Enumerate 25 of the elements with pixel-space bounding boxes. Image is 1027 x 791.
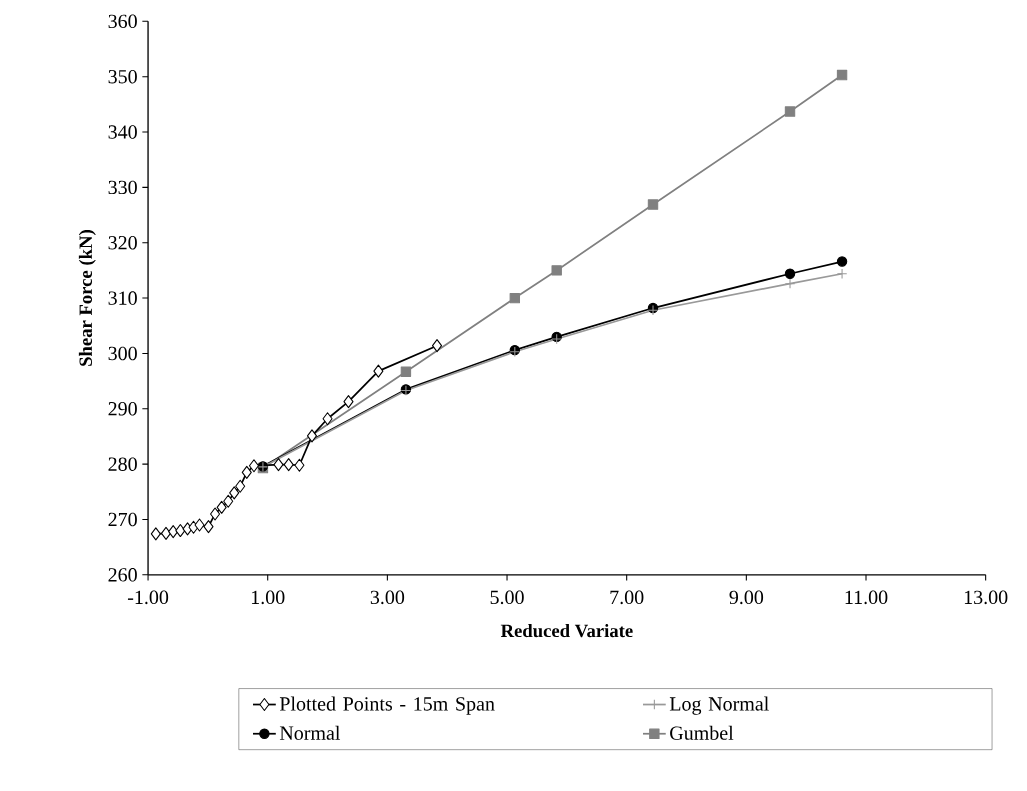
- y-axis-title: Shear Force (kN): [78, 230, 96, 366]
- x-tick-label: 5.00: [490, 590, 524, 605]
- y-tick-label: 320: [108, 236, 137, 250]
- legend-label: Log Normal: [669, 696, 769, 715]
- y-tick-label: 260: [108, 568, 137, 582]
- y-tick-label: 270: [108, 512, 137, 527]
- y-tick-label: 350: [108, 69, 137, 84]
- x-tick-label: 1.00: [251, 590, 285, 605]
- legend-label: Plotted Points - 15m Span: [279, 696, 495, 715]
- y-tick-label: 310: [108, 291, 137, 305]
- legend-label: Normal: [279, 725, 341, 740]
- x-tick-label: 9.00: [729, 590, 764, 605]
- y-tick-label: 330: [108, 180, 137, 195]
- x-tick-label: 11.00: [845, 590, 888, 605]
- y-tick-label: 290: [108, 402, 137, 416]
- y-tick-label: 300: [108, 346, 137, 361]
- y-tick-label: 280: [108, 457, 137, 471]
- x-tick-label: 3.00: [370, 590, 405, 605]
- x-axis-title: Reduced Variate: [500, 624, 633, 638]
- y-tick-label: 360: [108, 14, 137, 29]
- x-tick-label: -1.00: [127, 590, 169, 605]
- y-tick-label: 340: [108, 125, 137, 139]
- x-tick-label: 7.00: [610, 590, 644, 605]
- legend-label: Gumbel: [670, 725, 734, 740]
- x-tick-label: 13.00: [964, 590, 1008, 605]
